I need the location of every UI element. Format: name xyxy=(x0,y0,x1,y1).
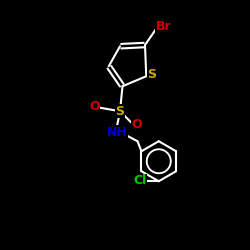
Text: O: O xyxy=(89,100,100,114)
Text: S: S xyxy=(116,105,124,118)
Text: S: S xyxy=(147,68,156,82)
Text: NH: NH xyxy=(106,126,127,138)
Text: Br: Br xyxy=(156,20,171,34)
Text: O: O xyxy=(132,118,142,132)
Text: Cl: Cl xyxy=(133,174,146,187)
